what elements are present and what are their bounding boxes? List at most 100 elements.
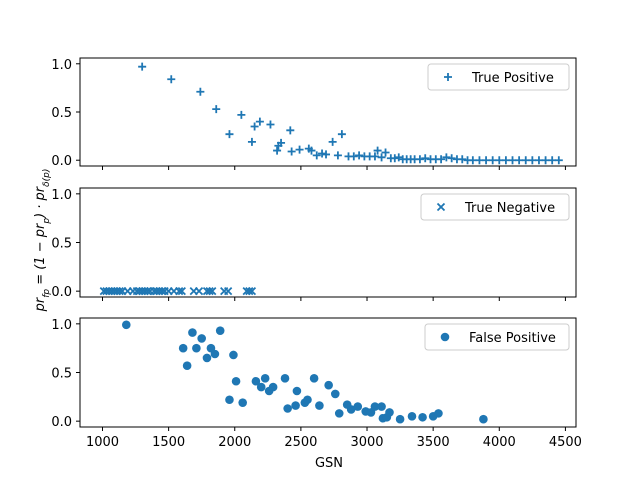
y-tick-label: 1.0 [51,318,72,333]
y-label-part: pr [33,296,48,312]
true-positive-point [349,152,358,161]
true-positive-point [377,153,386,162]
legend-label: True Positive [471,71,554,86]
legend-marker [440,332,450,342]
true-positive-point [307,146,316,155]
y-axis-label: prfp = (1 − prp) · prδ(p) [33,169,52,313]
false-positive-point [238,398,247,407]
true-positive-points [138,62,563,165]
false-positive-point [280,374,290,383]
y-tick-label: 0.5 [51,367,72,382]
false-positive-point [479,414,488,424]
true-positive-point [318,149,327,158]
true-negative-point [247,287,257,296]
panel-true-positive: 0.0 0.5 1.0 True Positive [51,57,577,170]
false-positive-point [231,376,241,386]
false-positive-point [215,326,225,335]
true-positive-point [458,155,467,164]
true-positive-point [225,130,234,139]
legend-box [427,63,570,91]
false-positive-point [346,405,356,414]
false-positive-point [291,401,300,410]
y-label-part: p [42,218,52,225]
true-positive-point [355,151,364,160]
y-tick-label: 1.0 [51,58,72,73]
false-positive-point [334,409,344,418]
x-axis-label: GSN [315,456,343,471]
legend-label: True Negative [464,201,555,216]
false-positive-point [377,402,386,411]
true-positive-point [381,148,390,157]
y-tick-label: 0.0 [51,415,72,430]
false-positive-point [385,408,394,417]
legend-marker [444,73,452,81]
y-tick-label: 1.0 [51,188,72,203]
false-positive-point [370,402,380,411]
false-positive-point [192,343,201,353]
false-positive-point [197,334,206,343]
legend-box [424,323,570,351]
x-tick-label: 2500 [284,435,317,450]
true-positive-point [554,156,563,165]
true-negative-point [143,287,152,296]
x-tick-label: 3500 [417,435,450,450]
false-positive-point [324,380,333,390]
legend-box [420,193,570,221]
false-positive-legend: False Positive [424,323,570,351]
false-positive-point [268,382,278,392]
true-positive-point [447,154,456,163]
true-positive-point [370,152,379,161]
false-positive-point [303,395,312,405]
true-positive-point [442,153,451,162]
true-positive-point [328,137,337,146]
legend-label: False Positive [469,331,556,346]
true-positive-point [255,117,264,126]
false-positive-point [225,395,234,405]
y-label-part: δ(p) [42,169,52,187]
legend-marker [436,202,446,212]
true-negative-point [224,287,233,296]
true-positive-point [337,130,346,139]
x-tick-label: 3000 [350,435,383,450]
false-positive-point [418,412,427,422]
true-positive-point [212,105,221,114]
y-label-part: = (1 − pr [33,222,48,289]
true-negative-points [99,287,257,296]
y-tick-label: 0.5 [51,237,72,252]
panel-true-negative: 0.0 0.5 1.0 True Negative [51,187,577,301]
true-positive-point [390,154,399,163]
true-negative-point [245,287,254,296]
true-positive-point [247,137,256,146]
false-positive-point [182,361,192,370]
true-positive-point [196,87,205,96]
true-positive-point [287,147,296,156]
true-positive-point [167,75,176,84]
true-positive-point [237,110,246,119]
true-positive-point [286,126,295,135]
false-positive-point [292,386,302,396]
false-positive-point [260,374,270,383]
true-negative-point [194,287,204,296]
false-positive-point [178,343,188,353]
x-tick-label: 1500 [152,435,185,450]
false-positive-point [121,320,131,330]
true-positive-legend: True Positive [427,63,570,91]
y-label-part: ) · pr [33,185,48,219]
true-positive-point [415,155,424,164]
x-tick-label: 2000 [218,435,251,450]
y-tick-label: 0.0 [51,154,72,169]
true-negative-point [205,287,214,296]
y-tick-label: 0.0 [51,285,72,300]
x-tick-label: 4000 [483,435,516,450]
false-positive-point [407,411,417,421]
true-positive-point [437,155,446,164]
true-positive-point [322,150,331,159]
panel-false-positive: 0.0 0.5 1.0 1000 1500 2000 2500 3000 3500 4000 450… [51,317,582,450]
false-positive-point [283,404,292,413]
x-tick-label: 4500 [549,435,582,450]
false-positive-point [251,376,261,386]
true-positive-point [273,146,282,155]
true-positive-point [295,145,304,154]
false-positive-point [309,374,319,383]
